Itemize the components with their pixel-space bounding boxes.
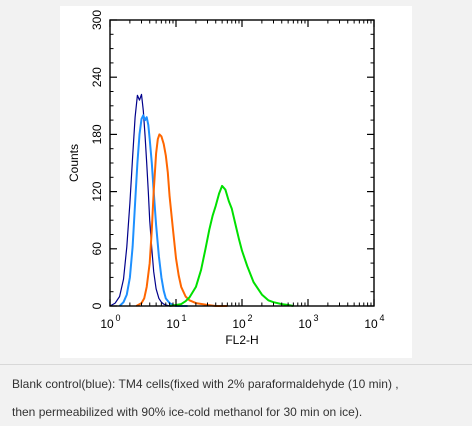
- caption-line-1: Blank control(blue): TM4 cells(fixed wit…: [12, 377, 399, 391]
- x-tick-base: 10: [364, 317, 378, 331]
- y-tick-label: 300: [90, 10, 104, 30]
- x-tick-exponent: 1: [181, 313, 186, 323]
- x-tick-base: 10: [232, 317, 246, 331]
- x-tick-base: 10: [100, 317, 114, 331]
- y-tick-label: 240: [90, 67, 104, 87]
- x-tick-label: 10 4: [364, 313, 384, 331]
- x-tick-label: 10 0: [100, 313, 120, 331]
- y-tick-label: 0: [90, 302, 104, 309]
- series-line-2: [118, 114, 188, 307]
- x-tick-label: 10 1: [166, 313, 186, 331]
- series-line-3: [135, 133, 228, 307]
- x-tick-label: 10 3: [298, 313, 318, 331]
- y-tick-label: 120: [90, 181, 104, 201]
- x-tick-base: 10: [166, 317, 180, 331]
- y-tick-label: 180: [90, 124, 104, 144]
- x-tick-exponent: 0: [115, 313, 120, 323]
- caption-panel: Blank control(blue): TM4 cells(fixed wit…: [0, 364, 472, 426]
- x-tick-exponent: 3: [313, 313, 318, 323]
- plot-card: 10 0 10 1 10 2 10 3 10 4 0 60 120 180 240 300 Counts FL…: [60, 6, 412, 358]
- caption-line-2: then permeabilized with 90% ice-cold met…: [12, 405, 363, 419]
- x-tick-exponent: 2: [247, 313, 252, 323]
- series-line-4: [169, 184, 294, 307]
- x-tick-label: 10 2: [232, 313, 252, 331]
- series-line-1: [109, 93, 179, 307]
- figure-panel: 10 0 10 1 10 2 10 3 10 4 0 60 120 180 240 300 Counts FL…: [60, 6, 412, 358]
- x-axis-label: FL2-H: [225, 333, 258, 347]
- x-tick-base: 10: [298, 317, 312, 331]
- y-axis-label: Counts: [67, 144, 81, 182]
- y-tick-label: 60: [90, 242, 104, 256]
- x-tick-exponent: 4: [379, 313, 384, 323]
